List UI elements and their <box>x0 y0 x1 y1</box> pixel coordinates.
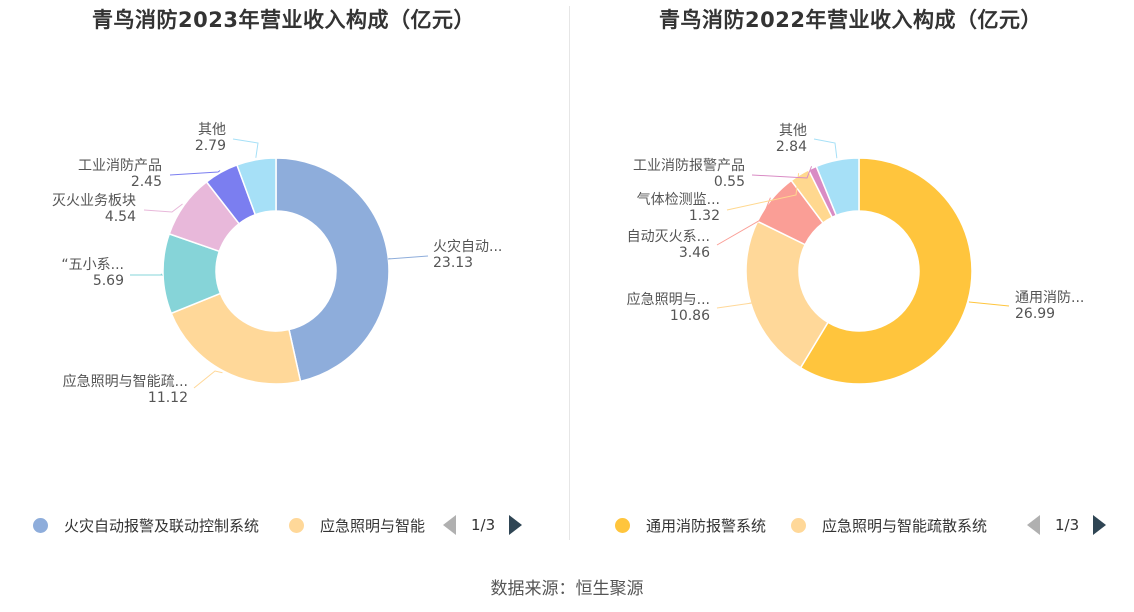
leader-line <box>143 203 183 213</box>
slice-label: 灭火业务板块 <box>52 193 136 209</box>
chart-title: 青鸟消防2023年营业收入构成（亿元） <box>92 8 475 32</box>
slice-value: 5.69 <box>93 273 124 289</box>
legend-marker <box>289 517 304 533</box>
slice-value: 2.45 <box>131 174 162 190</box>
prev-page-icon[interactable] <box>1027 515 1040 535</box>
legend-marker <box>33 517 48 533</box>
leader-line <box>130 273 164 276</box>
slice-value: 2.84 <box>776 139 807 155</box>
page-indicator: 1/3 <box>471 516 496 534</box>
panel-divider <box>569 6 570 540</box>
legend: 火灾自动报警及联动控制系统 应急照明与智能 1/3 <box>0 512 567 538</box>
data-source: 数据来源：恒生聚源 <box>490 579 644 599</box>
leader-line <box>716 197 771 246</box>
legend-label: 应急照明与智能疏散系统 <box>822 516 988 535</box>
leader-line <box>387 255 429 260</box>
slice-label: 应急照明与... <box>627 291 710 308</box>
donut-slice[interactable] <box>745 220 830 369</box>
donut-slice[interactable] <box>170 292 302 385</box>
next-page-icon[interactable] <box>509 515 523 535</box>
leader-line <box>232 138 259 158</box>
legend-pager: 1/3 <box>443 512 523 538</box>
slice-value: 23.13 <box>433 255 473 271</box>
chart-panel-2022: 青鸟消防2022年营业收入构成（亿元） 通用消防... 26.99 应急照明与...… <box>567 0 1134 560</box>
legend-item[interactable]: 应急照明与智能 <box>289 512 425 538</box>
legend-label: 通用消防报警系统 <box>646 516 767 535</box>
legend-item[interactable]: 火灾自动报警及联动控制系统 <box>33 512 259 538</box>
slice-label: 应急照明与智能疏... <box>63 373 188 390</box>
slice-value: 2.79 <box>195 138 226 154</box>
legend-item[interactable]: 应急照明与智能疏散系统 <box>791 512 987 538</box>
slice-value: 3.46 <box>679 245 710 261</box>
slice-label: 通用消防... <box>1015 290 1084 306</box>
prev-page-icon[interactable] <box>443 515 456 535</box>
legend-marker <box>791 517 806 533</box>
donut-slice[interactable] <box>815 157 860 217</box>
donut-slice[interactable] <box>236 157 277 216</box>
leader-line <box>751 166 813 179</box>
slice-label: 其他 <box>779 123 807 139</box>
slice-label: “五小系... <box>61 257 124 273</box>
leader-line <box>813 138 838 159</box>
donut-slice[interactable] <box>275 157 390 383</box>
donut-slice[interactable] <box>799 157 973 385</box>
slice-label: 气体检测监... <box>637 192 720 208</box>
slice-value: 0.55 <box>714 174 745 190</box>
slice-value: 26.99 <box>1015 306 1055 322</box>
leader-line <box>169 170 221 176</box>
next-page-icon[interactable] <box>1093 515 1107 535</box>
slice-label: 其他 <box>198 122 226 138</box>
leader-line <box>968 301 1010 307</box>
legend: 通用消防报警系统 应急照明与智能疏散系统 1/3 <box>567 512 1134 538</box>
legend-pager: 1/3 <box>1027 512 1107 538</box>
slice-value: 4.54 <box>105 209 136 225</box>
slice-value: 10.86 <box>670 308 710 324</box>
legend-label: 应急照明与智能 <box>320 516 426 535</box>
slice-label: 工业消防产品 <box>78 158 162 174</box>
leader-line <box>193 370 223 389</box>
slice-label: 火灾自动... <box>433 238 502 255</box>
legend-marker <box>615 517 630 533</box>
leader-line <box>716 302 753 309</box>
slice-label: 工业消防报警产品 <box>633 158 745 174</box>
donut-chart-2022: 通用消防...26.99 应急照明与...10.86 自动灭火系...3.46 气体检… <box>627 123 1084 385</box>
chart-panel-2023: 青鸟消防2023年营业收入构成（亿元） 火灾自动... 23.13 应急照明与智能疏… <box>0 0 567 560</box>
slice-value: 1.32 <box>689 208 720 224</box>
legend-item[interactable]: 通用消防报警系统 <box>615 512 766 538</box>
donut-chart-2023: 火灾自动...23.13 应急照明与智能疏...11.12 “五小系...5.69 灭… <box>52 122 502 406</box>
chart-title: 青鸟消防2022年营业收入构成（亿元） <box>659 8 1042 32</box>
legend-label: 火灾自动报警及联动控制系统 <box>64 516 260 535</box>
page-indicator: 1/3 <box>1055 516 1080 534</box>
leader-line <box>726 173 800 211</box>
slice-value: 11.12 <box>148 390 188 406</box>
slice-label: 自动灭火系... <box>627 229 710 245</box>
